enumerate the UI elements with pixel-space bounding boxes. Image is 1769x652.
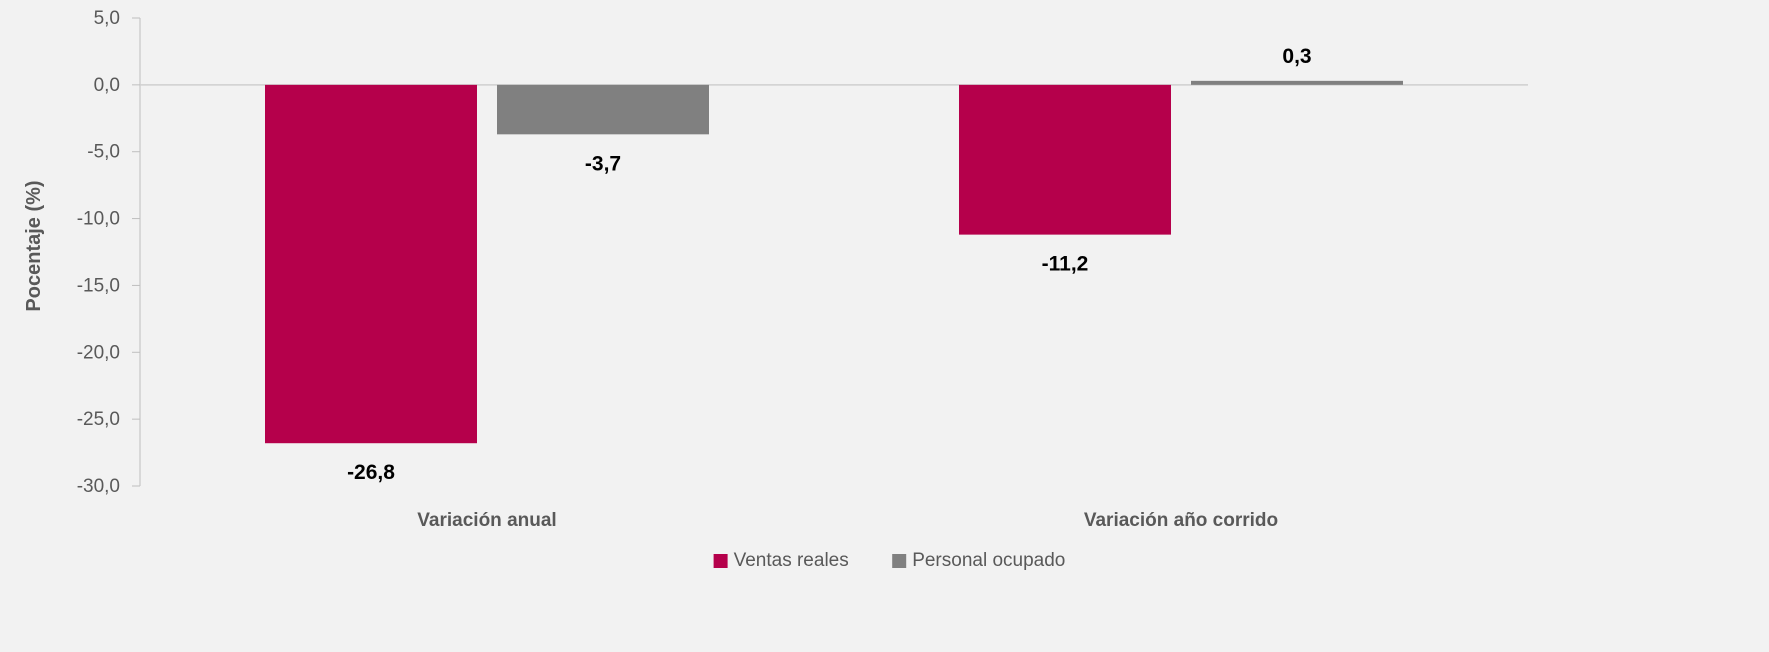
x-category-label: Variación año corrido bbox=[1084, 510, 1278, 531]
label-layer: -26,8 -3,7 -11,2 0,3 bbox=[347, 45, 1312, 484]
legend-swatch bbox=[892, 554, 907, 568]
y-axis-title: Pocentaje (%) bbox=[23, 180, 45, 311]
data-label: -11,2 bbox=[1042, 253, 1089, 276]
y-tick-label: -20,0 bbox=[77, 342, 120, 363]
data-label: -26,8 bbox=[347, 461, 395, 484]
legend-label: Ventas reales bbox=[734, 550, 849, 571]
y-tick-label: 5,0 bbox=[94, 8, 120, 29]
y-tick-label: -25,0 bbox=[77, 409, 120, 430]
bar bbox=[497, 84, 709, 135]
x-category-label: Variación anual bbox=[417, 510, 556, 531]
y-tick-label: -10,0 bbox=[77, 209, 120, 230]
y-tick-label: -5,0 bbox=[87, 142, 120, 163]
y-tick-label: -30,0 bbox=[77, 476, 120, 497]
legend-swatch bbox=[713, 554, 728, 568]
bar-layer bbox=[265, 80, 1403, 444]
legend: Ventas reales Personal ocupado bbox=[713, 550, 1065, 571]
y-tick-label: 0,0 bbox=[94, 75, 120, 96]
bar bbox=[1191, 80, 1403, 85]
bar bbox=[959, 84, 1171, 235]
data-label: 0,3 bbox=[1282, 45, 1311, 68]
y-tick-label: -15,0 bbox=[77, 275, 120, 296]
bar bbox=[265, 84, 477, 444]
legend-label: Personal ocupado bbox=[912, 550, 1065, 571]
data-label: -3,7 bbox=[585, 152, 621, 175]
